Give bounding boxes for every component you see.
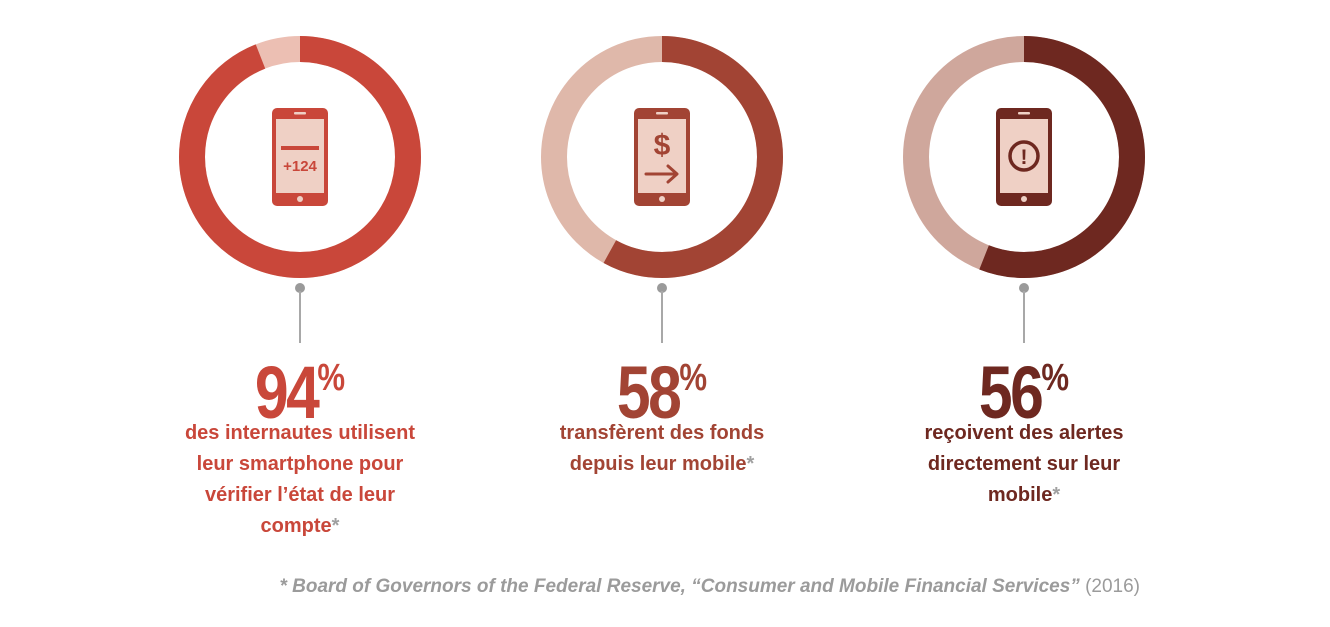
connector-line [299,291,301,343]
description-line: transfèrent des fonds [559,422,765,444]
icon-label: +124 [283,158,317,175]
description-line: compte* [260,515,340,537]
icon-label: ! [1021,146,1028,169]
value-label: 58% [539,338,785,433]
value-label: 56% [901,338,1147,433]
description-line: vérifier l’état de leur [204,484,396,506]
phone-dollar-transfer-icon: $ [634,108,690,206]
footnote-mark: * [331,515,340,537]
stat-description: transfèrent des fonds depuis leur mobile* [512,418,812,480]
stat-description: des internautes utilisent leur smartphone… [150,418,450,542]
connector-dot [1019,283,1029,293]
value-number: 56 [978,351,1044,434]
value-number: 58 [616,351,682,434]
source-year: (2016) [1085,576,1140,597]
phone-balance-icon: +124 [272,108,328,206]
value-number: 94 [254,351,320,434]
source-footnote: * Board of Governors of the Federal Rese… [0,576,1330,598]
value-unit: % [317,357,346,399]
donut-value-arc [903,36,1145,278]
value-unit: % [1041,357,1070,399]
donut-value-arc [179,36,421,278]
footnote-mark: * [746,453,755,475]
phone-alert-icon: ! [996,108,1052,206]
connector-line [1023,291,1025,343]
connector-dot [295,283,305,293]
description-line: mobile* [987,484,1061,506]
donut-chart: +124 [179,36,421,278]
connector-dot [657,283,667,293]
description-line: directement sur leur [927,453,1121,475]
value-label: 94% [177,338,423,433]
connector-line [661,291,663,343]
donut-chart: $ [541,36,783,278]
footnote-mark: * [1052,484,1061,506]
description-line: leur smartphone pour [196,453,404,475]
icon-label: $ [654,129,671,162]
description-line: reçoivent des alertes [924,422,1124,444]
source-text: * Board of Governors of the Federal Rese… [279,576,1080,597]
donut-value-arc [541,36,783,278]
description-line: des internautes utilisent [184,422,416,444]
donut-chart: ! [903,36,1145,278]
value-unit: % [679,357,708,399]
stat-description: reçoivent des alertes directement sur leu… [874,418,1174,511]
description-line: depuis leur mobile* [569,453,755,475]
